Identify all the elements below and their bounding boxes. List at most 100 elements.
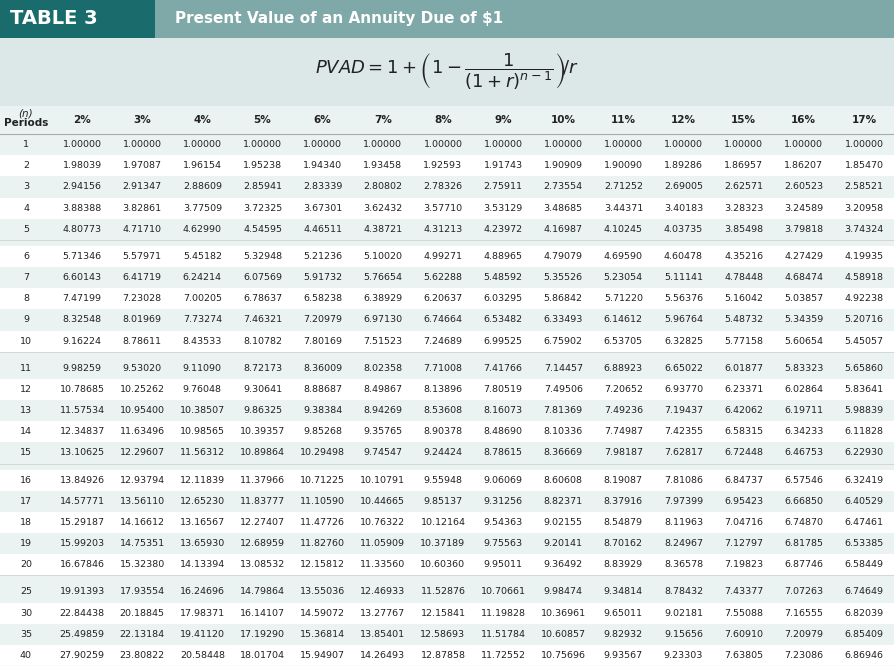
Text: 8.36009: 8.36009 [303, 364, 342, 373]
Text: 15.32380: 15.32380 [120, 560, 164, 569]
Text: 1.00000: 1.00000 [724, 140, 763, 149]
Text: 7.24689: 7.24689 [424, 336, 462, 346]
Text: 9.98474: 9.98474 [544, 587, 583, 597]
Text: 5.91732: 5.91732 [303, 273, 342, 282]
Text: 5.76654: 5.76654 [363, 273, 402, 282]
Text: 5.32948: 5.32948 [243, 252, 283, 261]
Text: 12.68959: 12.68959 [240, 539, 285, 548]
Text: 9.85268: 9.85268 [303, 428, 342, 436]
Text: 7.23086: 7.23086 [784, 651, 823, 660]
Text: 1.00000: 1.00000 [363, 140, 402, 149]
Text: 6.03295: 6.03295 [484, 294, 523, 303]
Text: 3.48685: 3.48685 [544, 204, 583, 212]
Text: 5: 5 [23, 224, 29, 234]
Text: 10.44665: 10.44665 [360, 497, 405, 505]
Text: 7.71008: 7.71008 [424, 364, 462, 373]
Text: 22.84438: 22.84438 [60, 609, 105, 617]
Text: 11.10590: 11.10590 [300, 497, 345, 505]
Text: 1.00000: 1.00000 [784, 140, 823, 149]
Text: 5.98839: 5.98839 [844, 406, 883, 415]
Text: 8.90378: 8.90378 [424, 428, 462, 436]
Text: 5.71346: 5.71346 [63, 252, 102, 261]
Text: 4.46511: 4.46511 [303, 224, 342, 234]
Text: 1.00000: 1.00000 [183, 140, 222, 149]
Text: 10.25262: 10.25262 [120, 385, 164, 394]
Text: 9.06069: 9.06069 [484, 476, 523, 485]
Text: 4.19935: 4.19935 [844, 252, 883, 261]
Text: 6.01877: 6.01877 [724, 364, 763, 373]
Text: 6%: 6% [314, 115, 332, 125]
FancyBboxPatch shape [0, 330, 894, 352]
Text: 6.72448: 6.72448 [724, 448, 763, 458]
Text: 8.11963: 8.11963 [664, 518, 703, 527]
Text: 7.41766: 7.41766 [484, 364, 523, 373]
Text: 5.48732: 5.48732 [724, 316, 763, 324]
FancyBboxPatch shape [0, 106, 894, 134]
Text: 8.70162: 8.70162 [603, 539, 643, 548]
Text: 7.47199: 7.47199 [63, 294, 102, 303]
Text: 10.60857: 10.60857 [541, 630, 586, 639]
Text: 9.76048: 9.76048 [183, 385, 222, 394]
Text: 17%: 17% [851, 115, 876, 125]
Text: 15.94907: 15.94907 [300, 651, 345, 660]
Text: 11.72552: 11.72552 [481, 651, 526, 660]
Text: 8.19087: 8.19087 [603, 476, 643, 485]
Text: 8.10782: 8.10782 [243, 336, 282, 346]
Text: 1.93458: 1.93458 [363, 161, 402, 170]
Text: 1.94340: 1.94340 [303, 161, 342, 170]
Text: 5.20716: 5.20716 [845, 316, 883, 324]
Text: 20.18845: 20.18845 [120, 609, 164, 617]
Text: 8.60608: 8.60608 [544, 476, 583, 485]
Text: 12: 12 [20, 385, 32, 394]
Text: 5.60654: 5.60654 [784, 336, 823, 346]
Text: 14: 14 [20, 428, 32, 436]
Text: 2.73554: 2.73554 [544, 182, 583, 191]
Text: 6.58449: 6.58449 [845, 560, 883, 569]
Text: 6.74870: 6.74870 [784, 518, 823, 527]
Text: 19.41120: 19.41120 [180, 630, 225, 639]
Text: 4.58918: 4.58918 [845, 273, 883, 282]
Text: 7.81086: 7.81086 [664, 476, 703, 485]
Text: 4.10245: 4.10245 [603, 224, 643, 234]
Text: 8.88687: 8.88687 [303, 385, 342, 394]
Text: 9.98259: 9.98259 [63, 364, 102, 373]
FancyBboxPatch shape [0, 358, 894, 379]
Text: 7.74987: 7.74987 [603, 428, 643, 436]
Text: 7.98187: 7.98187 [603, 448, 643, 458]
Text: 18.01704: 18.01704 [240, 651, 285, 660]
Text: 1.86957: 1.86957 [724, 161, 763, 170]
Text: 9: 9 [23, 316, 29, 324]
Text: 12.87858: 12.87858 [420, 651, 466, 660]
Text: TABLE 3: TABLE 3 [10, 9, 97, 29]
Text: 4.23972: 4.23972 [484, 224, 523, 234]
Text: 7.20979: 7.20979 [784, 630, 823, 639]
Text: 9%: 9% [494, 115, 512, 125]
Text: 13.84926: 13.84926 [60, 476, 105, 485]
Text: 12.27407: 12.27407 [240, 518, 285, 527]
Text: 16%: 16% [791, 115, 816, 125]
Text: 15: 15 [20, 448, 32, 458]
FancyBboxPatch shape [0, 176, 894, 198]
Text: 19: 19 [20, 539, 32, 548]
Text: 4.60478: 4.60478 [664, 252, 703, 261]
Text: 1.00000: 1.00000 [63, 140, 102, 149]
Text: 10.98565: 10.98565 [180, 428, 225, 436]
Text: 1.00000: 1.00000 [122, 140, 162, 149]
Text: 6.38929: 6.38929 [363, 294, 402, 303]
Text: 12%: 12% [671, 115, 696, 125]
Text: 6.20637: 6.20637 [424, 294, 462, 303]
Text: 6.41719: 6.41719 [122, 273, 162, 282]
Text: 10.10791: 10.10791 [360, 476, 405, 485]
Text: 3.85498: 3.85498 [724, 224, 763, 234]
Text: 15.99203: 15.99203 [60, 539, 105, 548]
Text: 11.56312: 11.56312 [180, 448, 225, 458]
Text: 10.95400: 10.95400 [120, 406, 164, 415]
Text: 8.83929: 8.83929 [603, 560, 643, 569]
Text: 10.89864: 10.89864 [240, 448, 285, 458]
Text: 4.79079: 4.79079 [544, 252, 583, 261]
Text: 8.10336: 8.10336 [544, 428, 583, 436]
Text: 7.19823: 7.19823 [724, 560, 763, 569]
FancyBboxPatch shape [155, 0, 894, 38]
Text: 14.79864: 14.79864 [240, 587, 285, 597]
Text: 6.53705: 6.53705 [603, 336, 643, 346]
